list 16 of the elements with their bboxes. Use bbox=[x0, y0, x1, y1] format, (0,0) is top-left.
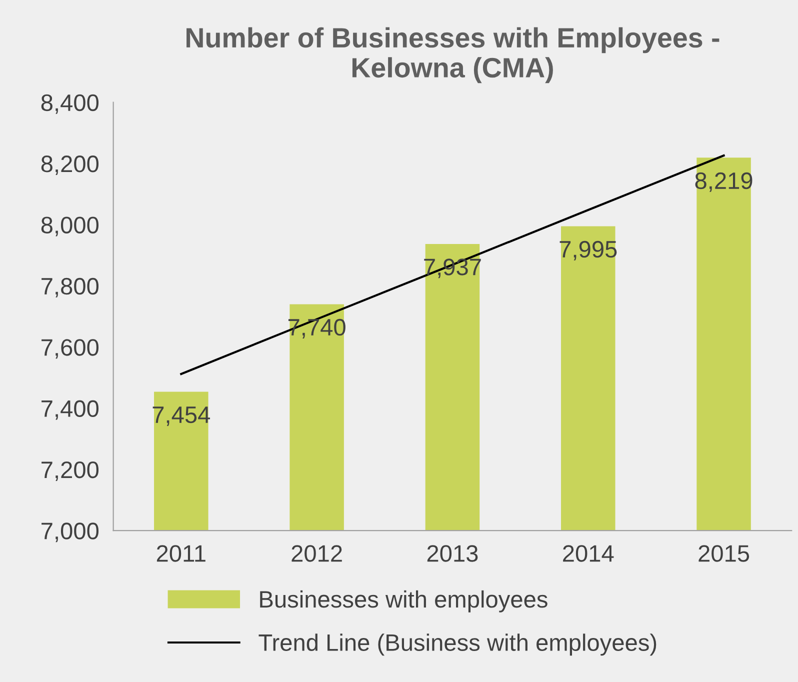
y-tick-label: 8,200 bbox=[41, 156, 99, 176]
x-tick-label: 2014 bbox=[563, 545, 614, 562]
y-tick-label: 8,000 bbox=[41, 216, 99, 236]
y-tick-label: 7,200 bbox=[42, 461, 99, 481]
y-tick-label: 7,600 bbox=[42, 339, 99, 359]
y-tick-label: 7,000 bbox=[42, 522, 99, 542]
legend-label: Businesses with employees bbox=[260, 590, 548, 612]
x-tick-label: 2011 bbox=[156, 545, 206, 562]
x-tick-label: 2015 bbox=[698, 545, 750, 562]
y-tick-label: 7,800 bbox=[42, 278, 99, 298]
chart-title: Number of Businesses with Employees - Kelowna (CMA) bbox=[186, 27, 720, 84]
legend-label: Trend Line (Business with employees) bbox=[258, 634, 656, 656]
y-tick-label: 7,400 bbox=[42, 400, 99, 420]
x-tick-label: 2013 bbox=[427, 545, 478, 562]
y-tick-label: 8,400 bbox=[41, 94, 99, 114]
x-tick-label: 2012 bbox=[292, 545, 342, 562]
